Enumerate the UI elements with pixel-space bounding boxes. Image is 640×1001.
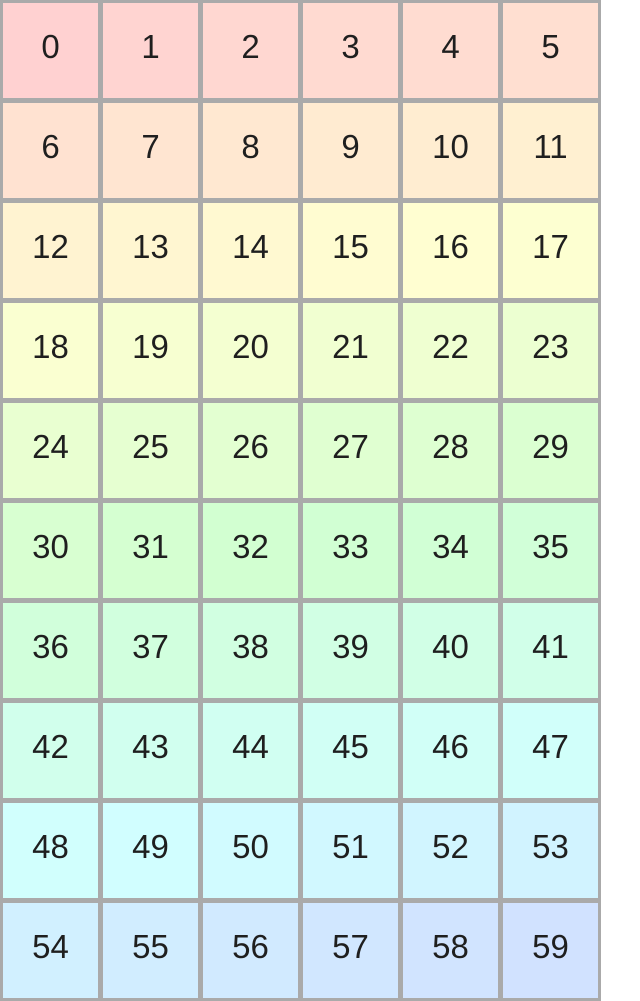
grid-cell: 48 [3,803,98,898]
grid-cell: 32 [203,503,298,598]
grid-cell: 30 [3,503,98,598]
grid-cell: 9 [303,103,398,198]
grid-cell: 11 [503,103,598,198]
grid-cell: 36 [3,603,98,698]
grid-cell: 59 [503,903,598,998]
grid-cell: 19 [103,303,198,398]
grid-cell: 13 [103,203,198,298]
grid-cell: 37 [103,603,198,698]
grid-cell: 2 [203,3,298,98]
grid-cell: 20 [203,303,298,398]
grid-cell: 10 [403,103,498,198]
grid-cell: 50 [203,803,298,898]
grid-cell: 46 [403,703,498,798]
grid-cell: 39 [303,603,398,698]
grid-cell: 55 [103,903,198,998]
grid-cell: 21 [303,303,398,398]
grid-cell: 44 [203,703,298,798]
grid-cell: 24 [3,403,98,498]
grid-cell: 51 [303,803,398,898]
grid-cell: 17 [503,203,598,298]
grid-cell: 34 [403,503,498,598]
grid-cell: 22 [403,303,498,398]
grid-cell: 42 [3,703,98,798]
grid-cell: 33 [303,503,398,598]
grid-cell: 58 [403,903,498,998]
grid-cell: 29 [503,403,598,498]
grid-cell: 25 [103,403,198,498]
grid-cell: 12 [3,203,98,298]
grid-cell: 27 [303,403,398,498]
grid-cell: 49 [103,803,198,898]
grid-cell: 40 [403,603,498,698]
grid-cell: 53 [503,803,598,898]
grid-cell: 35 [503,503,598,598]
grid-cell: 6 [3,103,98,198]
grid-cell: 7 [103,103,198,198]
grid-cell: 56 [203,903,298,998]
grid-cell: 57 [303,903,398,998]
grid-cell: 16 [403,203,498,298]
grid-cell: 26 [203,403,298,498]
grid-cell: 43 [103,703,198,798]
grid-cell: 1 [103,3,198,98]
grid-cell: 18 [3,303,98,398]
grid-cell: 41 [503,603,598,698]
number-grid: 0 1 2 3 4 5 6 7 8 9 10 11 12 13 14 15 16 17 18 19 20 21 22 23 24… [0,0,601,1001]
grid-cell: 4 [403,3,498,98]
grid-cell: 5 [503,3,598,98]
grid-cell: 3 [303,3,398,98]
grid-cell: 8 [203,103,298,198]
grid-cell: 28 [403,403,498,498]
grid-cell: 45 [303,703,398,798]
grid-cell: 54 [3,903,98,998]
grid-cell: 15 [303,203,398,298]
grid-cell: 38 [203,603,298,698]
grid-cell: 47 [503,703,598,798]
grid-cell: 0 [3,3,98,98]
grid-cell: 52 [403,803,498,898]
grid-cell: 14 [203,203,298,298]
grid-cell: 23 [503,303,598,398]
grid-cell: 31 [103,503,198,598]
